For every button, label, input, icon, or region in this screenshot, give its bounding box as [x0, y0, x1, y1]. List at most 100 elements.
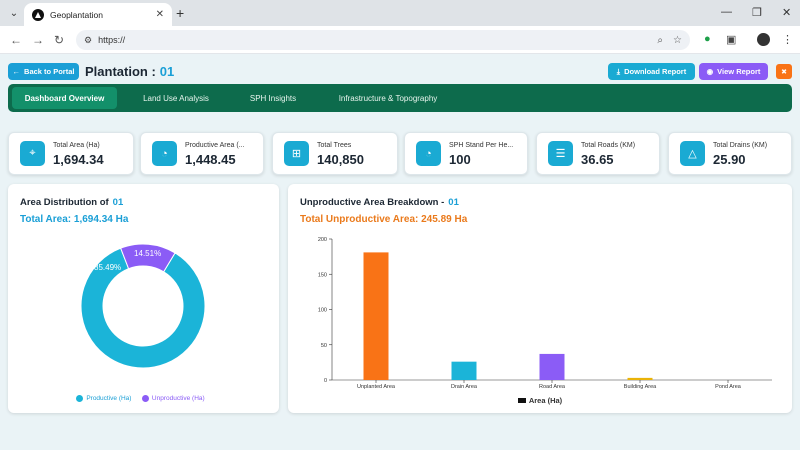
donut-legend: Productive (Ha) Unproductive (Ha) — [8, 389, 279, 407]
total-area-subtitle: Total Area: 1,694.34 Ha — [20, 214, 129, 225]
back-arrow-icon[interactable]: ← — [10, 33, 22, 47]
area-donut-chart: 85.49% 14.51% — [80, 243, 206, 369]
arrow-left-icon: ← — [12, 67, 21, 76]
legend-item-unproductive[interactable]: Unproductive (Ha) — [141, 395, 205, 402]
view-report-label: View Report — [717, 67, 761, 76]
legend-label: Unproductive (Ha) — [151, 395, 205, 402]
stat-label: SPH Stand Per He... — [449, 142, 514, 149]
address-bar-row: ← → ↻ ⚙ https:// ⌕ ☆ ● ▣ ⋮ — [0, 26, 800, 54]
stat-label: Total Trees — [317, 142, 352, 149]
legend-item-productive[interactable]: Productive (Ha) — [76, 395, 131, 402]
new-tab-icon[interactable]: + — [176, 5, 185, 21]
road-icon: ☰ — [548, 141, 573, 166]
site-favicon-icon — [32, 8, 44, 21]
legend-swatch — [76, 395, 84, 402]
stat-label: Total Drains (KM) — [713, 142, 768, 149]
browser-tab[interactable]: Geoplantation ✕ — [24, 3, 172, 26]
legend-swatch — [141, 395, 149, 402]
x-tick-label: Road Area — [539, 384, 566, 390]
y-tick-label: 200 — [318, 237, 327, 243]
y-tick-label: 0 — [324, 378, 327, 384]
donut-slice[interactable] — [120, 243, 176, 273]
location-pin-icon: ⌖ — [20, 141, 45, 166]
view-report-button[interactable]: ◉ View Report — [699, 63, 768, 80]
bar[interactable] — [715, 379, 741, 380]
x-tick-label: Drain Area — [451, 384, 478, 390]
zoom-icon[interactable]: ⌕ — [657, 34, 664, 46]
dashboard-tab-nav: Dashboard Overview Land Use Analysis SPH… — [8, 84, 792, 112]
bookmark-star-icon[interactable]: ☆ — [673, 34, 682, 46]
stat-card-total-roads: ☰ Total Roads (KM) 36.65 — [536, 132, 660, 175]
tab-infrastructure-topography[interactable]: Infrastructure & Topography — [338, 93, 438, 103]
back-to-portal-button[interactable]: ← Back to Portal — [8, 63, 79, 80]
page-title: Plantation :01 — [85, 64, 174, 79]
pie-chart-icon: ◔ — [416, 141, 441, 166]
tab-close-icon[interactable]: ✕ — [155, 9, 164, 20]
y-tick-label: 100 — [318, 308, 327, 314]
stat-label: Total Roads (KM) — [581, 142, 636, 149]
close-button[interactable]: ✖ — [776, 64, 792, 79]
stat-card-sph: ◔ SPH Stand Per He... 100 — [404, 132, 528, 175]
area-distribution-id: 01 — [112, 197, 124, 208]
x-tick-label: Pond Area — [715, 384, 742, 390]
tab-sph-insights[interactable]: SPH Insights — [249, 93, 297, 103]
tab-title: Geoplantation — [50, 9, 103, 20]
warning-triangle-icon: △ — [680, 141, 705, 166]
y-tick-label: 50 — [321, 343, 327, 349]
browser-tab-bar: ⌄ Geoplantation ✕ + — ❐ ✕ — [0, 0, 800, 26]
area-distribution-title: Area Distribution of 01 — [20, 197, 123, 208]
bar[interactable] — [451, 361, 477, 380]
stat-value: 1,448.45 — [185, 152, 236, 167]
unproductive-bar-chart: 0 50 100 150 200 Unplanted Area Drain Area Road… — [318, 237, 772, 390]
extensions-puzzle-icon[interactable]: ▣ — [726, 34, 737, 46]
url-text[interactable]: https:// — [98, 35, 126, 45]
donut-slice-label: 14.51% — [134, 249, 161, 258]
stat-value: 1,694.34 — [53, 152, 104, 167]
unproductive-id: 01 — [448, 197, 459, 208]
x-tick-label: Building Area — [624, 384, 657, 390]
url-bar[interactable]: ⚙ https:// ⌕ ☆ — [76, 30, 690, 50]
download-icon: ⤓ — [616, 66, 621, 76]
forward-arrow-icon[interactable]: → — [32, 33, 44, 47]
tab-list-chevron-icon[interactable]: ⌄ — [9, 7, 19, 19]
extension-leaf-icon[interactable]: ● — [704, 33, 711, 45]
total-unproductive-subtitle: Total Unproductive Area: 245.89 Ha — [300, 214, 468, 225]
stat-card-total-area: ⌖ Total Area (Ha) 1,694.34 — [8, 132, 134, 175]
reload-icon[interactable]: ↻ — [54, 33, 65, 47]
bar-legend: Area (Ha) — [288, 396, 792, 405]
stat-label: Total Area (Ha) — [53, 142, 100, 149]
minimize-icon[interactable]: — — [721, 6, 732, 18]
tab-dashboard-overview[interactable]: Dashboard Overview — [12, 87, 117, 109]
legend-label: Productive (Ha) — [86, 395, 132, 402]
site-settings-icon[interactable]: ⚙ — [84, 34, 93, 45]
stat-value: 100 — [449, 152, 471, 167]
stat-label: Productive Area (... — [185, 142, 245, 149]
x-tick-label: Unplanted Area — [357, 384, 396, 390]
tab-land-use-analysis[interactable]: Land Use Analysis — [143, 93, 209, 103]
restore-icon[interactable]: ❐ — [752, 7, 762, 19]
grid-icon: ⊞ — [284, 141, 309, 166]
profile-avatar[interactable] — [757, 33, 770, 46]
unproductive-title: Unproductive Area Breakdown -01 — [300, 197, 459, 208]
unproductive-title-text: Unproductive Area Breakdown - — [300, 197, 445, 208]
bar[interactable] — [627, 377, 653, 380]
area-distribution-title-text: Area Distribution of — [20, 197, 109, 208]
stat-value: 36.65 — [581, 152, 614, 167]
page-title-text: Plantation : — [85, 64, 156, 79]
donut-slice[interactable] — [80, 247, 206, 369]
window-close-icon[interactable]: ✕ — [782, 7, 792, 19]
bar[interactable] — [539, 353, 565, 380]
stat-value: 25.90 — [713, 152, 746, 167]
donut-slice-label: 85.49% — [94, 263, 121, 272]
back-to-portal-label: Back to Portal — [24, 67, 75, 76]
browser-menu-icon[interactable]: ⋮ — [782, 34, 793, 46]
area-distribution-panel: Area Distribution of 01 Total Area: 1,694… — [8, 184, 279, 413]
download-report-button[interactable]: ⤓ Download Report — [608, 63, 695, 80]
stat-card-productive-area: ◔ Productive Area (... 1,448.45 — [140, 132, 264, 175]
y-tick-label: 150 — [318, 272, 327, 278]
stat-card-total-drains: △ Total Drains (KM) 25.90 — [668, 132, 792, 175]
stat-card-total-trees: ⊞ Total Trees 140,850 — [272, 132, 398, 175]
download-report-label: Download Report — [624, 67, 687, 76]
pie-chart-icon: ◔ — [152, 141, 177, 166]
bar[interactable] — [363, 252, 389, 380]
